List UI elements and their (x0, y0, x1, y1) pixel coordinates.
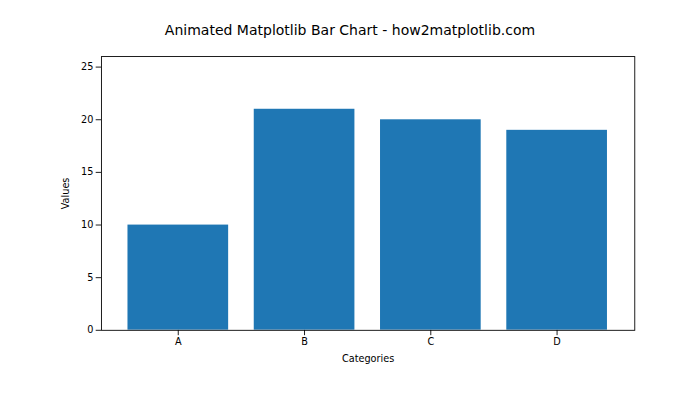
svg-text:B: B (301, 336, 308, 347)
svg-text:D: D (553, 336, 560, 347)
svg-text:10: 10 (81, 219, 93, 230)
svg-text:C: C (427, 336, 434, 347)
svg-text:5: 5 (87, 272, 93, 283)
svg-text:Categories: Categories (342, 353, 394, 364)
svg-text:25: 25 (81, 61, 93, 72)
html-text:Animated Matplotlib Bar Chart: Animated Matplotlib Bar Chart - how2matp… (164, 22, 536, 38)
svg-text:15: 15 (81, 166, 93, 177)
svg-text:Values: Values (60, 178, 71, 210)
svg-text:0: 0 (87, 324, 93, 335)
svg-text:A: A (175, 336, 182, 347)
svg-text:20: 20 (81, 114, 93, 125)
